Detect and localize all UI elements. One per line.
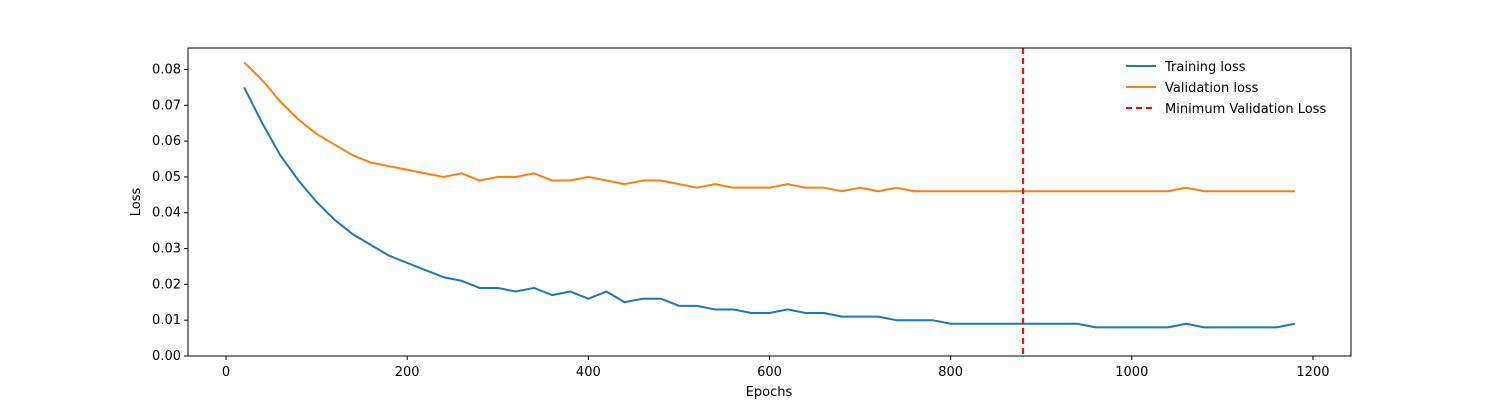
series-layer xyxy=(243,61,1296,329)
y-tick-label: 0.01 xyxy=(152,313,181,328)
plot-frame xyxy=(187,47,1352,357)
x-tick-label: 600 xyxy=(757,365,782,380)
y-tick-label: 0.08 xyxy=(152,62,181,77)
y-tick-label: 0.04 xyxy=(152,206,181,221)
x-tick-label: 400 xyxy=(576,365,601,380)
y-tick-label: 0.03 xyxy=(152,242,181,257)
legend-label-training-loss: Training loss xyxy=(1164,60,1246,75)
x-tick-label: 800 xyxy=(938,365,963,380)
y-axis-label: Loss xyxy=(129,188,144,217)
legend-label-validation-loss: Validation loss xyxy=(1165,81,1259,96)
x-tick-label: 200 xyxy=(395,365,420,380)
y-axis-ticks: 0.00 0.01 0.02 0.03 0.04 0.05 0.06 0.07 0.08 xyxy=(152,62,188,364)
x-tick-label: 1000 xyxy=(1115,365,1148,380)
plot-area xyxy=(188,48,1351,356)
y-tick-label: 0.06 xyxy=(152,134,181,149)
y-tick-label: 0.05 xyxy=(152,170,181,185)
series-line-training-loss xyxy=(243,86,1296,329)
legend-label-minimum-validation-loss: Minimum Validation Loss xyxy=(1165,102,1326,117)
series-line-validation-loss xyxy=(243,61,1295,193)
x-tick-label: 1200 xyxy=(1296,365,1329,380)
y-tick-label: 0.02 xyxy=(152,277,181,292)
y-tick-label: 0.07 xyxy=(152,98,181,113)
x-axis-ticks: 0 200 400 600 800 1000 1200 xyxy=(222,356,1330,380)
y-tick-label: 0.00 xyxy=(152,349,181,364)
x-tick-label: 0 xyxy=(222,365,230,380)
x-axis-label: Epochs xyxy=(746,385,793,400)
legend: Training loss Validation loss Minimum Va… xyxy=(1126,60,1326,117)
